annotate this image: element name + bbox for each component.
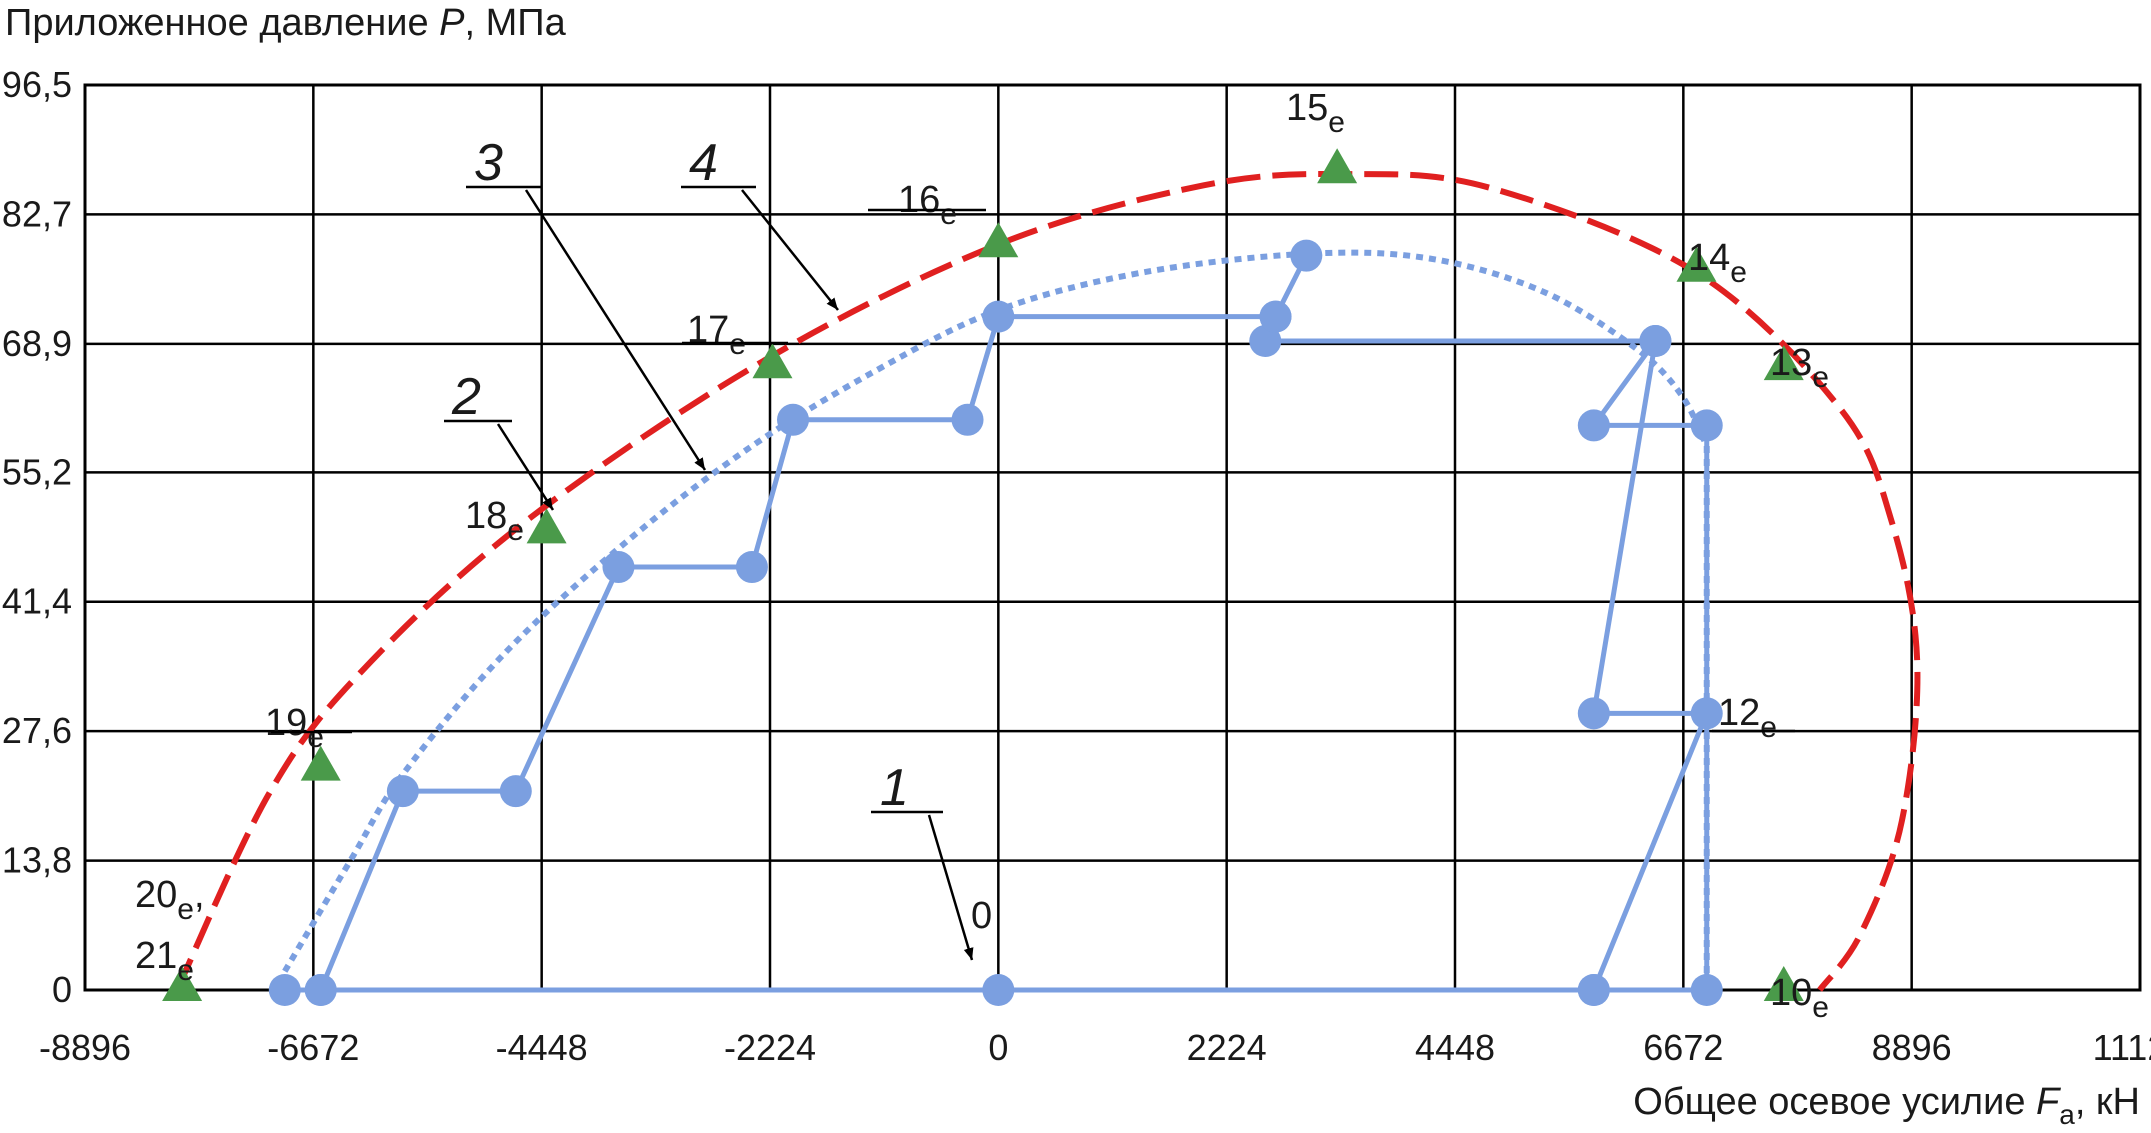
test-point-triangle <box>978 222 1019 258</box>
test-point-triangle <box>1763 345 1804 381</box>
callout-arrow <box>496 423 555 511</box>
point-label: 15e <box>1286 87 1345 139</box>
y-tick-label: 27,6 <box>2 710 72 751</box>
load-path-point <box>776 403 809 436</box>
y-tick-label: 0 <box>52 969 72 1010</box>
point-label: 20e, <box>135 874 205 926</box>
plot-frame <box>83 83 2142 992</box>
point-label: 21e <box>135 935 194 987</box>
load-path-point <box>1577 974 1610 1006</box>
point-label: 12e <box>1718 692 1777 744</box>
test-point-triangle <box>1676 246 1717 282</box>
x-tick-label: 0 <box>988 1027 1008 1068</box>
data-markers <box>162 148 1804 1006</box>
y-tick-label: 13,8 <box>2 840 72 881</box>
x-tick-label: 6672 <box>1643 1027 1723 1068</box>
test-point-triangle <box>1763 966 1804 1001</box>
load-path-line-0 <box>284 314 1710 993</box>
load-path-point <box>1249 325 1282 358</box>
load-path-point <box>1290 239 1323 272</box>
x-tick-label: 2224 <box>1187 1027 1267 1068</box>
load-path-point <box>386 775 419 808</box>
y-tick-label: 55,2 <box>2 451 72 492</box>
load-path-point <box>268 974 301 1006</box>
callout-arrow <box>524 189 707 471</box>
x-tick-label: -8896 <box>39 1027 131 1068</box>
load-path-point <box>982 300 1015 333</box>
callout-arrow <box>927 814 974 961</box>
point-label: 13e <box>1770 342 1829 394</box>
load-path-point <box>499 775 532 808</box>
x-tick-label: 8896 <box>1872 1027 1952 1068</box>
point-label: 0 <box>971 895 992 937</box>
annotations: 20e, 21e 19e 18e 17e 16e 15e 14e 13e 12e 10e 0 1 2 3 4 <box>135 87 1829 1024</box>
load-path-point <box>1577 697 1610 730</box>
callout-number-4: 4 <box>689 134 718 192</box>
point-label: 16e <box>898 179 957 231</box>
x-tick-label: -2224 <box>724 1027 816 1068</box>
data-series <box>174 170 1921 993</box>
grid <box>83 83 2142 992</box>
y-tick-label: 96,5 <box>2 64 72 105</box>
point-label: 17e <box>687 309 746 361</box>
callout-number-1: 1 <box>880 759 909 817</box>
point-label: 10e <box>1770 972 1829 1024</box>
load-path-point <box>982 974 1015 1006</box>
point-label: 19e <box>265 702 324 754</box>
x-axis-title: Общее осевое усилие Fa, кН <box>1633 1081 2140 1130</box>
load-path-point <box>735 551 768 584</box>
load-path-point <box>1259 300 1292 333</box>
callout-arrow <box>741 189 839 311</box>
load-path-point <box>951 403 984 436</box>
y-tick-label: 68,9 <box>2 323 72 364</box>
load-path-line-1 <box>1591 340 1710 991</box>
callout-number-3: 3 <box>474 134 503 192</box>
test-point-triangle <box>526 508 567 544</box>
load-path-point <box>1639 325 1672 358</box>
x-tick-label: -6672 <box>267 1027 359 1068</box>
point-label: 14e <box>1688 237 1747 289</box>
load-path-point <box>1577 409 1610 442</box>
load-path-point <box>1690 974 1723 1006</box>
y-tick-label: 41,4 <box>2 581 72 622</box>
load-path-point <box>1690 697 1723 730</box>
test-point-triangle <box>162 966 203 1001</box>
load-path-point <box>1690 409 1723 442</box>
test-point-triangle <box>300 745 341 781</box>
x-tick-label: 4448 <box>1415 1027 1495 1068</box>
x-tick-label: -4448 <box>496 1027 588 1068</box>
envelope-curve-dotted <box>282 249 1710 973</box>
test-point-triangle <box>752 343 793 379</box>
load-path-point <box>304 974 337 1006</box>
tick-labels: -8896 -6672 -4448 -2224 0 2224 4448 6672 8896 111… <box>2 64 2151 1068</box>
test-point-triangle <box>1317 148 1358 184</box>
load-path-point <box>602 551 635 584</box>
y-axis-title: Приложенное давление P, МПа <box>5 2 567 44</box>
y-tick-label: 82,7 <box>2 193 72 234</box>
point-label: 18e <box>465 495 524 547</box>
x-tick-label: 11120 <box>2093 1027 2151 1068</box>
callout-number-2: 2 <box>451 368 481 426</box>
